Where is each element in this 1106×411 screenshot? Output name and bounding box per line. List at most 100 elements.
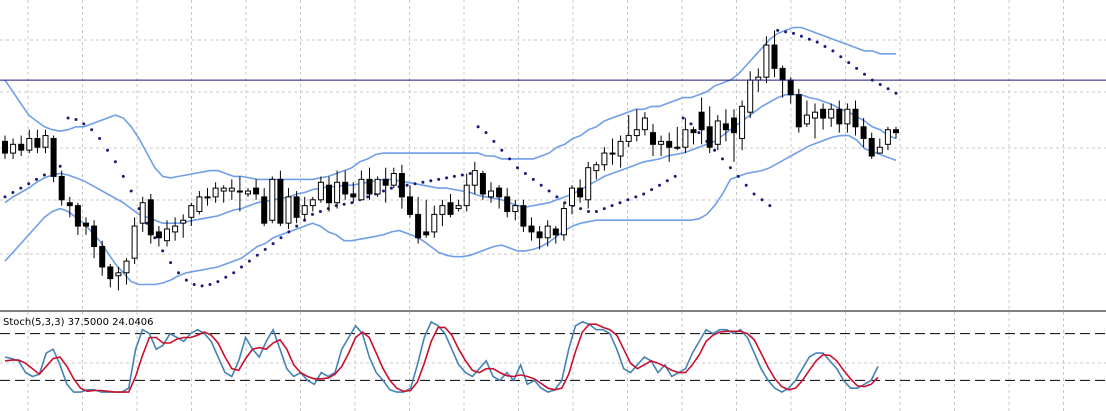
sar-dot (721, 157, 724, 161)
candle-body (787, 79, 794, 96)
bollinger-upper-line (4, 26, 896, 181)
candle-body (301, 205, 308, 215)
sar-dot (90, 128, 94, 132)
candle-body (650, 132, 656, 145)
stochastic-label: Stoch(5,3,3) 37.5000 24.0406 (3, 317, 154, 328)
candle-body (884, 129, 891, 145)
candle-body (747, 79, 754, 113)
sar-dot (768, 204, 772, 208)
sar-dot (776, 28, 780, 32)
parabolic-sar (3, 28, 898, 288)
sar-dot (153, 236, 157, 240)
sar-dot (82, 122, 86, 126)
sar-dot (129, 189, 133, 193)
sar-dot (468, 172, 472, 175)
sar-dot (831, 49, 835, 53)
sar-dot (579, 207, 583, 211)
candle-body (674, 146, 681, 149)
sar-dot (610, 204, 614, 208)
candle-body (641, 117, 648, 131)
sar-dot (445, 176, 449, 180)
sar-dot (342, 202, 346, 206)
candle-body (58, 175, 65, 201)
sar-dot (555, 195, 559, 199)
sar-dot (287, 230, 291, 234)
stochastic-panel[interactable]: Stoch(5,3,3) 37.5000 24.0406 (0, 317, 1106, 394)
candle-body (625, 135, 632, 142)
stochastic-main-line (4, 320, 879, 394)
sar-dot (484, 131, 488, 135)
sar-dot (760, 198, 764, 202)
sar-dot (11, 191, 15, 194)
candle-body (763, 44, 770, 78)
sar-dot (492, 139, 496, 143)
sar-dot (413, 182, 417, 186)
sar-dot (658, 183, 661, 187)
candle-body (455, 205, 462, 210)
candle-body (317, 181, 324, 201)
sar-dot (894, 91, 898, 95)
candle-body (326, 184, 332, 204)
candle-body (83, 222, 89, 227)
sar-dot (539, 183, 543, 187)
sar-dot (713, 148, 717, 152)
sar-dot (74, 118, 78, 121)
candle-body (617, 140, 624, 157)
sar-dot (516, 166, 519, 170)
sar-dot (878, 83, 882, 86)
candle-body (658, 140, 665, 145)
sar-dot (752, 192, 756, 196)
sar-dot (200, 284, 204, 288)
stochastic-lines (4, 320, 879, 394)
candle-body (220, 187, 227, 192)
sar-dot (389, 186, 393, 190)
candle-body (876, 146, 883, 154)
candle-body (601, 152, 608, 166)
sar-dot (547, 189, 551, 193)
candle-body (860, 126, 867, 139)
sar-dot (437, 177, 441, 181)
candle-body (520, 205, 527, 227)
candle-body (439, 205, 446, 215)
sar-dot (673, 174, 677, 178)
sar-dot (113, 160, 117, 164)
candle-body (893, 129, 899, 134)
candle-body (471, 170, 478, 186)
candle-body (812, 111, 818, 119)
sar-dot (594, 210, 598, 213)
sar-dot (255, 253, 259, 257)
candle-body (698, 111, 705, 131)
sar-dot (145, 221, 149, 225)
sar-dot (161, 249, 165, 253)
sar-dot (177, 271, 180, 275)
sar-dot (799, 34, 803, 38)
sar-dot (98, 137, 102, 140)
sar-dot (295, 224, 299, 228)
sar-dot (311, 212, 314, 216)
candle-body (739, 105, 746, 139)
sar-dot (240, 265, 243, 269)
sar-dot (232, 271, 236, 275)
sar-dot (855, 66, 859, 70)
candle-body (42, 135, 49, 148)
sar-dot (602, 207, 606, 211)
sar-dot (839, 55, 843, 59)
sar-dot (736, 174, 740, 178)
candle-body (50, 137, 57, 177)
candle-body (277, 178, 284, 224)
sar-dot (744, 183, 748, 187)
candle-body (196, 196, 203, 212)
candle-body (560, 208, 567, 236)
sar-dot (500, 148, 504, 152)
candle-body (245, 190, 251, 195)
candle-body (253, 187, 260, 195)
candle-body (390, 173, 397, 186)
sar-dot (452, 174, 456, 178)
candle-body (228, 187, 235, 192)
candle-body (18, 143, 25, 151)
price-panel[interactable] (0, 26, 1106, 291)
candle-body (407, 196, 413, 215)
candle-body (714, 120, 721, 145)
sar-dot (523, 172, 527, 175)
